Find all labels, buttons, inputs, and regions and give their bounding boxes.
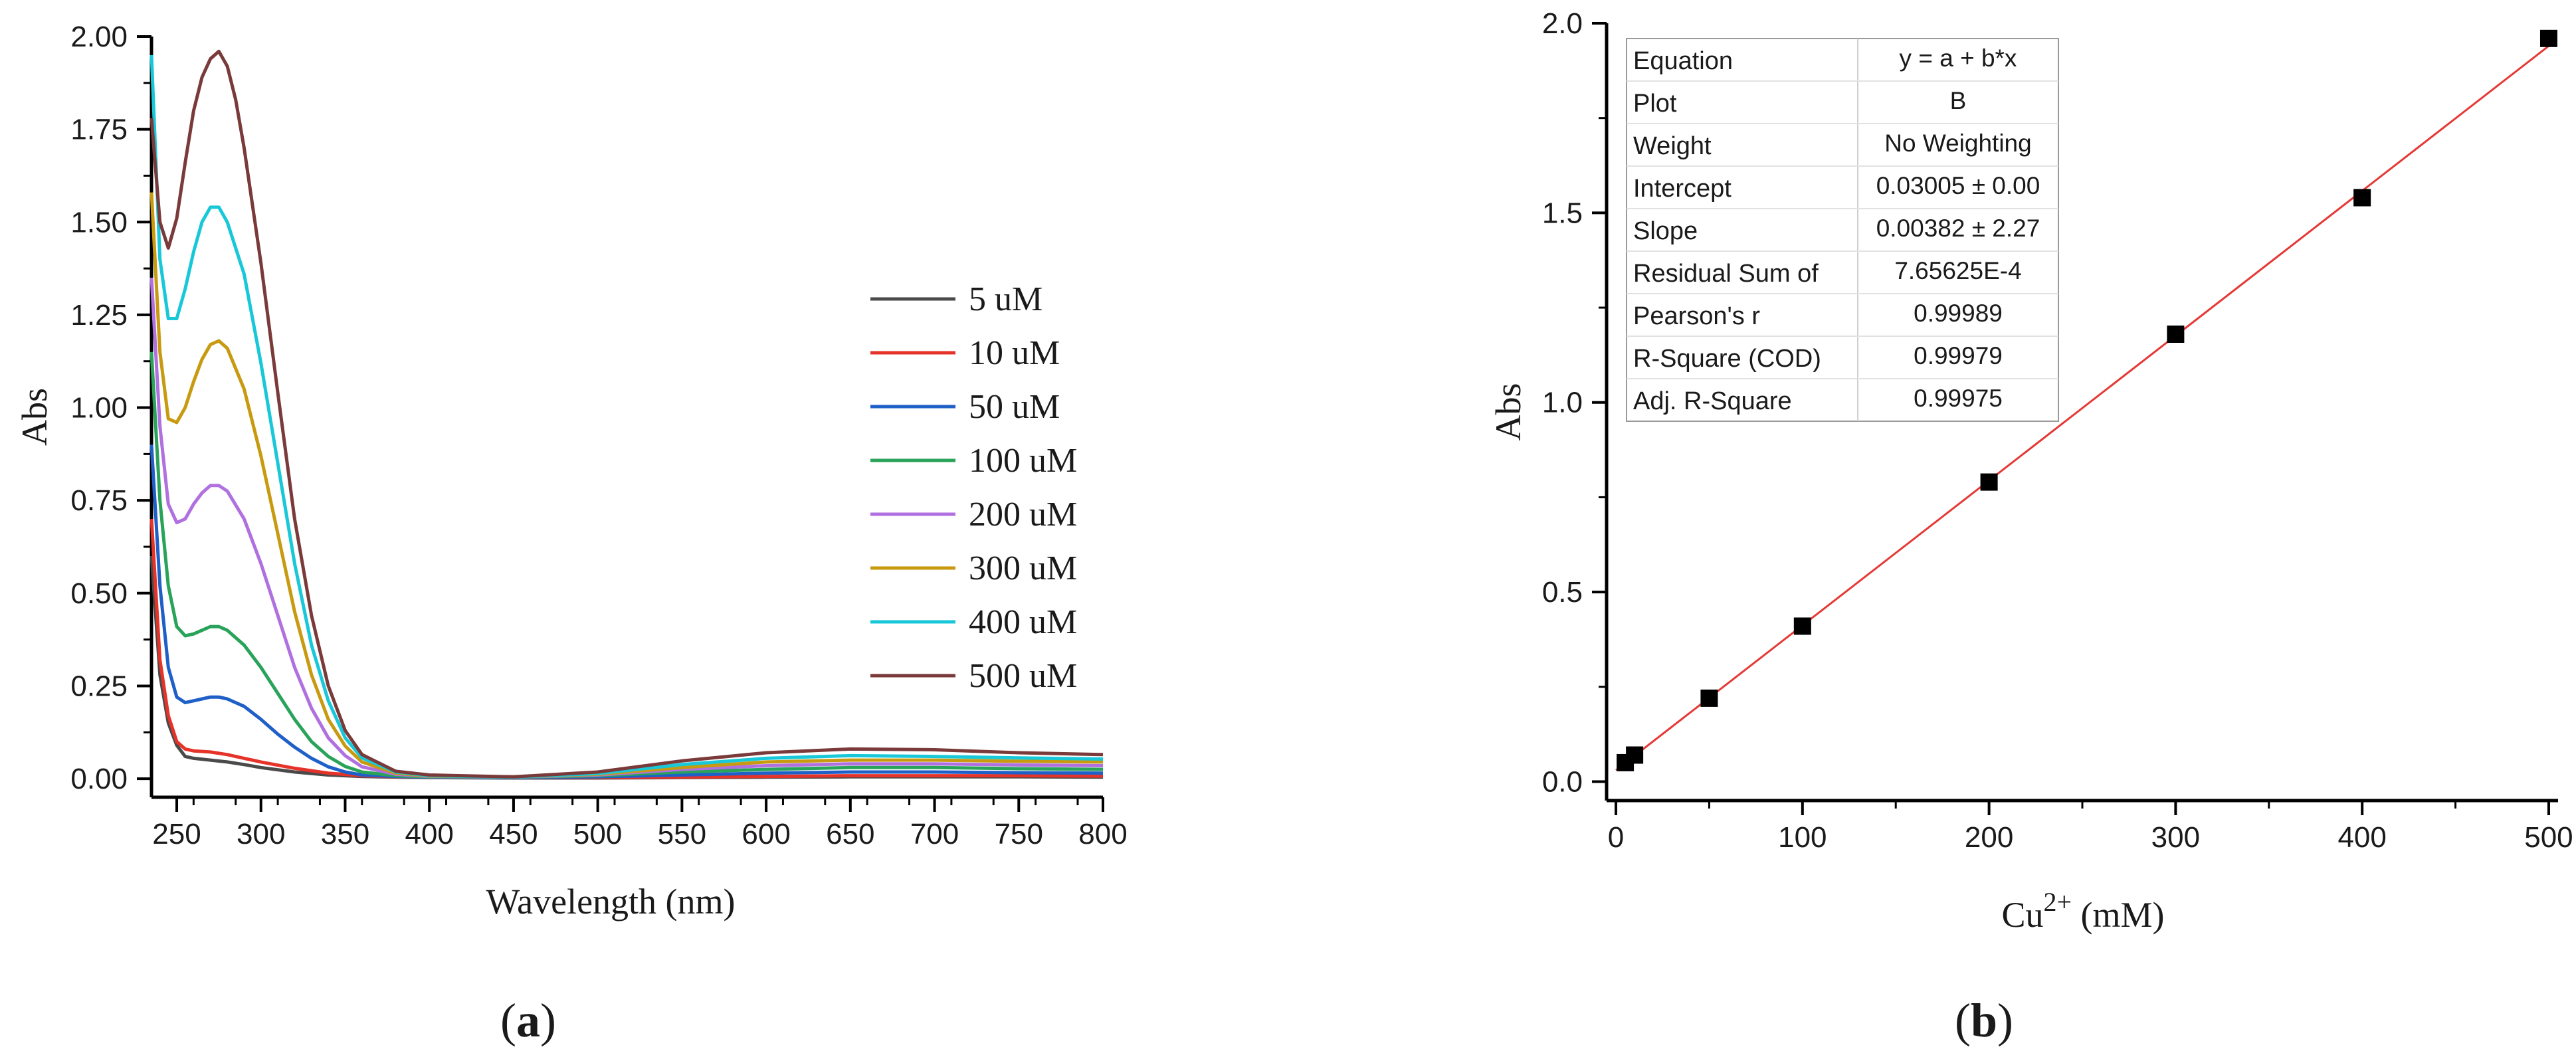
- series-line-100-um: [149, 351, 1104, 779]
- panel-a-caption-close: ): [540, 994, 556, 1047]
- panel-a-y-tick-label: 0.00: [70, 763, 128, 795]
- panel-b-x-axis-label-sup: 2+: [2043, 887, 2072, 917]
- fit-table-value: 0.99979: [1914, 342, 2003, 369]
- panel-b-calibration-chart: 0 100 200 300 400 500 0.0 0.5 1.0 1.5 2.0 Cu2+ (mM)…: [1488, 7, 2573, 1047]
- fit-table-value: 0.99989: [1914, 300, 2003, 327]
- panel-a-x-tick-label: 650: [826, 818, 874, 850]
- fit-results-table: Equation y = a + b*x Plot B Weight No Weighti…: [1626, 38, 2059, 422]
- fit-table-value: No Weighting: [1884, 130, 2031, 157]
- panel-a-x-tick-label: 700: [910, 818, 959, 850]
- data-point-marker: [1980, 473, 1998, 491]
- fit-table-label: Adj. R-Square: [1633, 387, 1792, 415]
- panel-a-y-tick-label: 0.75: [70, 484, 128, 517]
- panel-b-caption: (b): [1955, 994, 2013, 1047]
- panel-b-caption-letter: b: [1971, 994, 1997, 1047]
- panel-b-caption-close: ): [1997, 994, 2013, 1047]
- series-line-300-um: [149, 192, 1104, 779]
- panel-b-y-tick-label: 0.5: [1542, 576, 1583, 609]
- fit-table-label: Intercept: [1633, 175, 1732, 203]
- panel-b-x-tick-label: 400: [2337, 821, 2386, 854]
- panel-b-caption-open: (: [1955, 994, 1971, 1047]
- fit-table-label: Plot: [1633, 90, 1677, 118]
- panel-a-caption: (a): [500, 994, 556, 1047]
- legend-label: 400 uM: [969, 603, 1077, 641]
- panel-b-y-tick-label: 2.0: [1542, 7, 1583, 40]
- panel-a-y-tick-label: 0.50: [70, 577, 128, 610]
- panel-b-y-tick-label: 1.0: [1542, 387, 1583, 419]
- fit-table-label: R-Square (COD): [1633, 345, 1821, 373]
- legend-label: 100 uM: [969, 442, 1077, 480]
- fit-table-label: Pearson's r: [1633, 302, 1760, 330]
- panel-a-y-tick-label: 0.25: [70, 670, 128, 702]
- data-point-marker: [1793, 617, 1811, 635]
- panel-a-x-tick-label: 250: [152, 818, 201, 850]
- panel-a-x-tick-label: 750: [995, 818, 1043, 850]
- panel-b-x-axis-label-unit: (mM): [2072, 895, 2164, 935]
- legend-label: 10 uM: [969, 334, 1060, 372]
- panel-b-y-tick-label: 0.0: [1542, 765, 1583, 798]
- panel-a-y-tick-label: 1.50: [70, 206, 128, 239]
- series-line-200-um: [149, 277, 1104, 779]
- panel-a-x-tick-label: 300: [237, 818, 285, 850]
- panel-a-y-tick-label: 1.25: [70, 299, 128, 332]
- panel-a-y-tick-label: 1.00: [70, 392, 128, 425]
- panel-a-y-axis-label: Abs: [15, 388, 54, 446]
- fit-table-value: B: [1950, 87, 1967, 114]
- panel-b-x-tick-label: 300: [2151, 821, 2200, 854]
- panel-a-x-tick-label: 400: [405, 818, 453, 850]
- fit-table-value: 0.03005 ± 0.00: [1876, 172, 2040, 199]
- panel-b-x-axis-label: Cu2+ (mM): [2001, 887, 2164, 935]
- panel-a-y-tick-label: 2.00: [70, 21, 128, 53]
- panel-b-y-tick-label: 1.5: [1542, 197, 1583, 229]
- panel-a-y-tick-label: 1.75: [70, 114, 128, 146]
- panel-a-x-tick-label: 550: [658, 818, 706, 850]
- fit-table-label: Residual Sum of: [1633, 260, 1819, 288]
- fit-table-label: Slope: [1633, 217, 1698, 245]
- legend-label: 300 uM: [969, 549, 1077, 587]
- data-point-marker: [2167, 326, 2185, 343]
- panel-a-x-tick-label: 350: [321, 818, 369, 850]
- panel-a-caption-letter: a: [516, 994, 540, 1047]
- legend-label: 5 uM: [969, 280, 1042, 318]
- panel-b-x-tick-label: 200: [1965, 821, 2013, 854]
- fit-table-value: 7.65625E-4: [1894, 257, 2021, 284]
- panel-b-x-axis-label-base: Cu: [2001, 895, 2043, 935]
- panel-a-x-axis-label: Wavelength (nm): [486, 882, 735, 921]
- panel-a-x-tick-label: 450: [489, 818, 538, 850]
- series-line-50-um: [149, 444, 1104, 779]
- data-point-marker: [1626, 746, 1644, 764]
- panel-a-x-tick-label: 800: [1078, 818, 1127, 850]
- legend-label: 200 uM: [969, 496, 1077, 533]
- panel-a-x-tick-label: 500: [573, 818, 622, 850]
- legend-label: 500 uM: [969, 657, 1077, 695]
- data-point-marker: [2353, 189, 2371, 207]
- fit-table-label: Weight: [1633, 132, 1712, 160]
- legend-label: 50 uM: [969, 388, 1060, 426]
- panel-a-spectra-chart: 250 300 350 400 450 500 550 600 650 700 750 800 0.00…: [15, 21, 1128, 1047]
- data-point-marker: [2539, 29, 2557, 47]
- series-line-400-um: [149, 54, 1104, 779]
- fit-table-value: 0.00382 ± 2.27: [1876, 215, 2040, 242]
- linear-fit-line: [1615, 45, 2549, 771]
- panel-b-x-tick-label: 0: [1608, 821, 1624, 854]
- fit-table-value: y = a + b*x: [1900, 45, 2017, 72]
- fit-table-value: 0.99975: [1914, 385, 2003, 412]
- panel-b-x-tick-label: 100: [1778, 821, 1827, 854]
- fit-table-label: Equation: [1633, 47, 1733, 75]
- panel-b-x-tick-label: 500: [2524, 821, 2573, 854]
- panel-a-caption-open: (: [500, 994, 516, 1047]
- data-point-marker: [1700, 689, 1718, 707]
- fit-table-border: [1626, 38, 2059, 422]
- series-line-10-um: [149, 518, 1104, 779]
- panel-b-y-axis-label: Abs: [1488, 383, 1528, 440]
- series-line-500-um: [149, 49, 1104, 779]
- panel-a-x-tick-label: 600: [742, 818, 790, 850]
